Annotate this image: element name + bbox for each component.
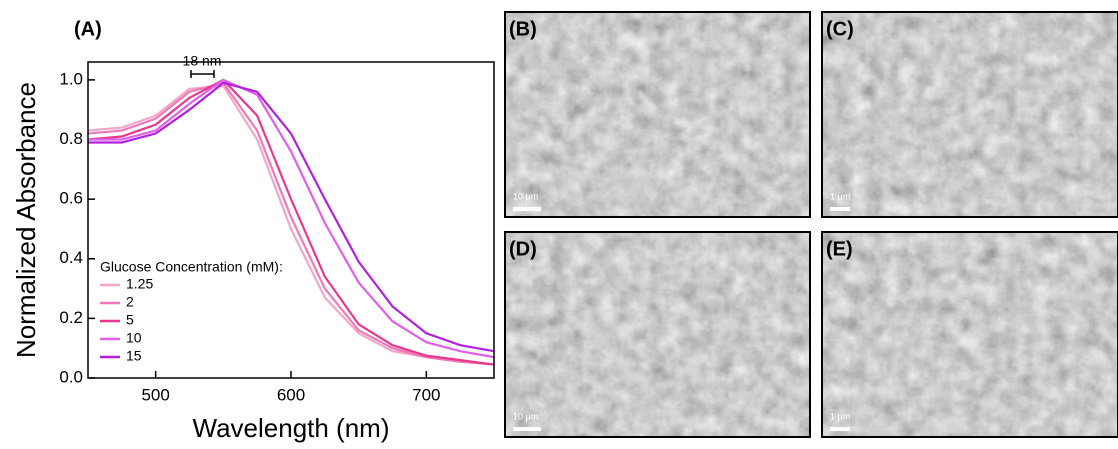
x-tick-label: 600: [277, 385, 305, 404]
y-tick-label: 1.0: [59, 69, 83, 88]
annotation: 18 nm: [183, 53, 222, 69]
x-axis-label: Wavelength (nm): [193, 413, 390, 443]
y-tick-label: 0.4: [59, 248, 83, 267]
scale-label: 1 μm: [830, 191, 850, 201]
panel-label: (E): [826, 238, 853, 260]
scale-bar: [830, 427, 850, 431]
image-border: [821, 231, 1118, 438]
sem-image: [821, 231, 1118, 438]
axes-frame: [87, 61, 495, 379]
sem-image: [504, 231, 811, 438]
series-line: [88, 78, 495, 359]
legend-title: Glucose Concentration (mM):: [100, 259, 283, 275]
y-axis-label: Normalized Absorbance: [11, 82, 41, 358]
annotation-bracket: [190, 70, 215, 78]
y-tick-label: 0.2: [59, 308, 83, 327]
legend-label: 1.25: [126, 276, 153, 292]
image-border: [821, 11, 1118, 218]
image-panels: (B) 10 μm (C) 1 μm (D) 10 μm (E) 1 μm: [504, 11, 1118, 438]
panel-label: (A): [74, 18, 102, 40]
scale-bar: [513, 207, 541, 211]
x-tick-label: 500: [141, 385, 169, 404]
x-tick-label: 700: [412, 385, 440, 404]
legend-label: 2: [126, 294, 134, 310]
y-tick-label: 0.8: [59, 129, 83, 148]
legend-label: 15: [126, 348, 142, 364]
image-border: [504, 11, 811, 218]
series-line: [88, 81, 495, 353]
legend-label: 10: [126, 330, 142, 346]
scale-bar: [513, 427, 541, 431]
panel-label: (B): [509, 18, 537, 40]
scale-bar: [830, 207, 850, 211]
panel-label: (D): [509, 238, 537, 260]
scale-label: 10 μm: [513, 191, 538, 201]
y-tick-label: 0.6: [59, 189, 83, 208]
scale-label: 10 μm: [513, 411, 538, 421]
series-line: [87, 81, 495, 366]
series-line: [87, 78, 495, 366]
legend-label: 5: [126, 312, 134, 328]
image-border: [504, 231, 811, 438]
sem-image: [504, 11, 811, 218]
y-tick-label: 0.0: [59, 367, 83, 386]
panel-label: (C): [826, 18, 854, 40]
scale-label: 1 μm: [830, 411, 850, 421]
sem-image: [821, 11, 1118, 218]
